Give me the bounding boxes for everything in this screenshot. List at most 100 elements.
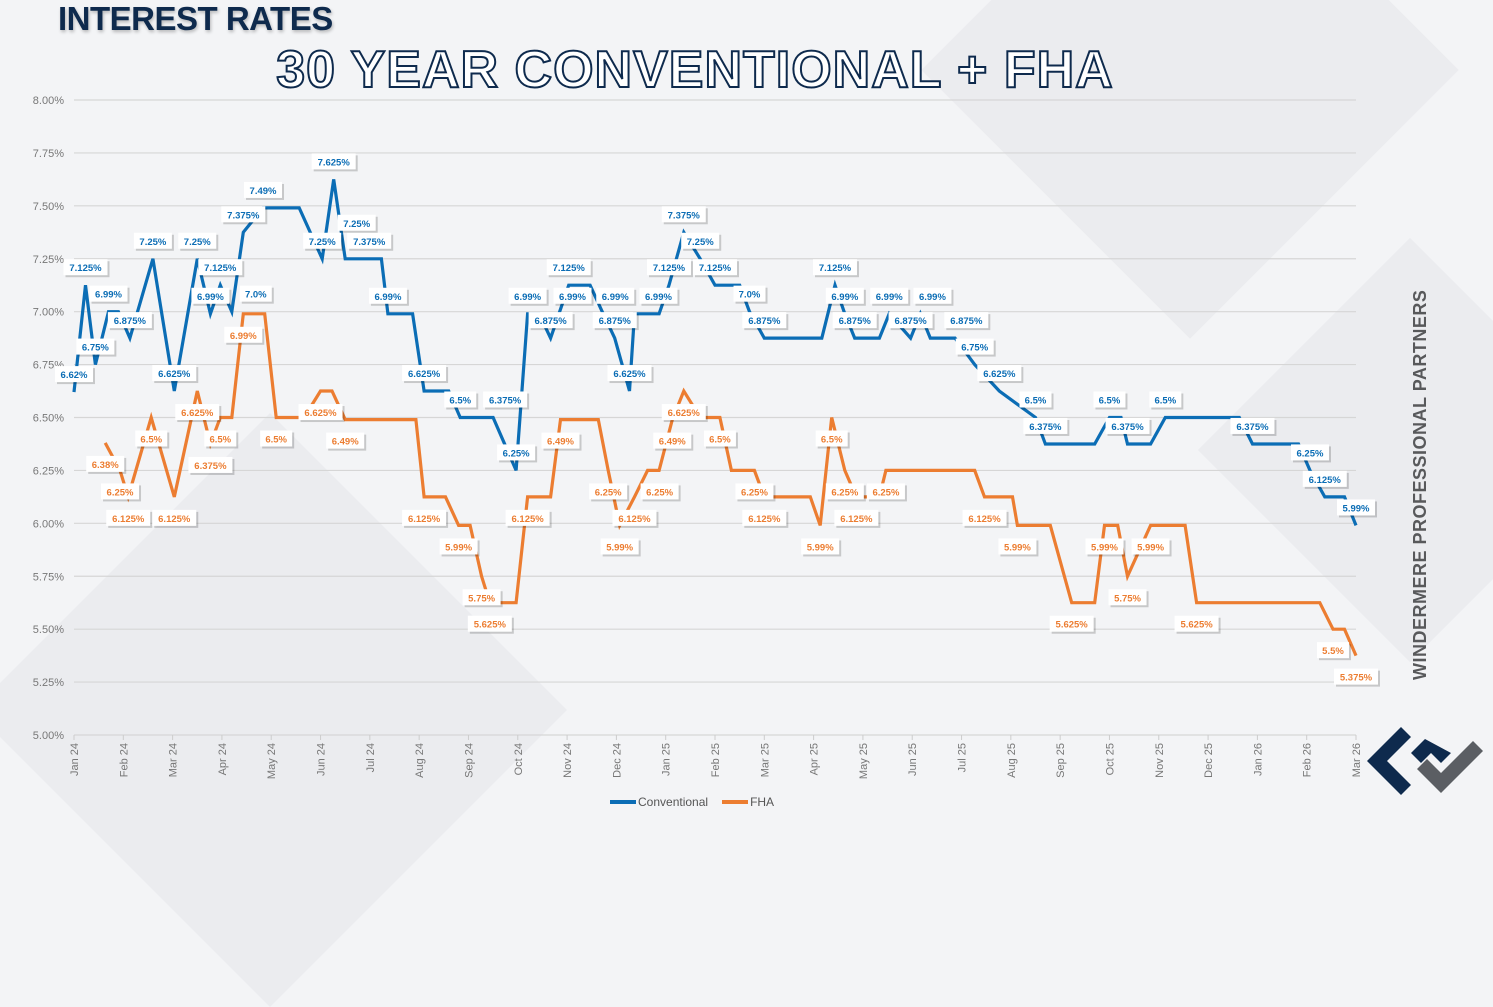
data-label-box xyxy=(402,365,447,382)
data-label-box xyxy=(661,404,706,421)
y-tick-label: 7.00% xyxy=(33,307,64,319)
data-label-box xyxy=(326,432,365,449)
data-label: 6.5% xyxy=(449,396,471,407)
data-label-box xyxy=(612,509,657,526)
data-label-box xyxy=(815,430,848,447)
data-label-box xyxy=(600,538,639,555)
data-label: 6.125% xyxy=(748,514,781,525)
data-label: 7.125% xyxy=(553,263,586,274)
x-tick-label: Dec 25 xyxy=(1203,743,1215,778)
data-label-box xyxy=(646,259,691,276)
data-label-box xyxy=(497,444,536,461)
data-label-box xyxy=(402,509,447,526)
data-label-box xyxy=(962,509,1007,526)
data-label-box xyxy=(191,287,230,304)
data-label: 7.125% xyxy=(653,263,686,274)
data-label: 6.25% xyxy=(646,487,673,498)
data-label: 6.625% xyxy=(158,369,191,380)
data-label: 6.875% xyxy=(599,316,632,327)
data-label: 6.99% xyxy=(876,292,903,303)
data-label: 6.99% xyxy=(374,292,401,303)
x-tick-label: Jan 26 xyxy=(1252,743,1264,776)
data-label-box xyxy=(221,206,266,223)
data-label: 6.875% xyxy=(535,316,568,327)
data-label: 6.5% xyxy=(821,435,843,446)
data-label: 7.375% xyxy=(668,210,701,221)
data-label: 6.5% xyxy=(1099,396,1121,407)
data-label: 7.125% xyxy=(69,263,102,274)
data-label-box xyxy=(260,430,293,447)
data-label-box xyxy=(639,287,678,304)
data-label: 7.49% xyxy=(250,186,277,197)
data-label: 7.0% xyxy=(245,290,267,301)
data-label-box xyxy=(541,432,580,449)
data-label: 6.875% xyxy=(114,316,147,327)
data-label: 6.25% xyxy=(831,487,858,498)
data-label-box xyxy=(640,483,679,500)
data-label: 6.99% xyxy=(514,292,541,303)
y-tick-label: 5.00% xyxy=(33,730,64,742)
data-label: 7.25% xyxy=(343,219,370,230)
data-label-box xyxy=(1019,391,1052,408)
data-label-box xyxy=(76,338,115,355)
data-label-box xyxy=(133,232,172,249)
data-label: 5.5% xyxy=(1322,646,1344,657)
data-label: 7.375% xyxy=(227,210,260,221)
x-tick-label: Oct 25 xyxy=(1104,743,1116,775)
data-label-box xyxy=(661,206,706,223)
data-label: 6.875% xyxy=(894,316,927,327)
data-label: 7.375% xyxy=(353,237,386,248)
data-label: 7.25% xyxy=(184,237,211,248)
data-label: 6.625% xyxy=(408,369,441,380)
x-tick-label: Aug 24 xyxy=(414,743,426,778)
data-label-box xyxy=(303,232,342,249)
x-tick-label: May 25 xyxy=(858,743,870,779)
y-tick-label: 6.00% xyxy=(33,518,64,530)
data-label-box xyxy=(944,312,989,329)
data-label: 6.625% xyxy=(668,408,701,419)
data-label: 5.99% xyxy=(1343,503,1370,514)
y-tick-label: 6.25% xyxy=(33,465,64,477)
line-chart: 8.00% 7.75% 7.50% 7.25% 7.00% 6.75% 6.50% 6.25%… xyxy=(33,95,1380,779)
data-label: 6.125% xyxy=(618,514,651,525)
data-label: 5.99% xyxy=(1004,542,1031,553)
data-label: 6.49% xyxy=(659,437,686,448)
data-label-box xyxy=(812,259,857,276)
data-label-box xyxy=(742,509,787,526)
x-tick-label: Feb 24 xyxy=(118,743,130,777)
data-label-box xyxy=(553,287,592,304)
x-tick-label: Apr 25 xyxy=(809,743,821,775)
x-tick-label: Nov 25 xyxy=(1154,743,1166,778)
data-label-box xyxy=(834,509,879,526)
legend-item-fha[interactable]: FHA xyxy=(722,795,774,809)
data-label-box xyxy=(462,589,501,606)
data-label: 5.625% xyxy=(1056,620,1089,631)
data-label: 6.99% xyxy=(230,331,257,342)
data-label: 6.375% xyxy=(194,461,227,472)
data-label-box xyxy=(742,312,787,329)
data-label: 7.25% xyxy=(139,237,166,248)
data-label: 6.25% xyxy=(595,487,622,498)
data-label-box xyxy=(955,338,994,355)
data-label: 6.99% xyxy=(602,292,629,303)
data-label: 6.99% xyxy=(197,292,224,303)
x-tick-label: Jun 25 xyxy=(907,743,919,776)
data-label-box xyxy=(1093,391,1126,408)
data-label: 6.25% xyxy=(741,487,768,498)
legend-item-conventional[interactable]: Conventional xyxy=(610,795,708,809)
data-label-box xyxy=(832,312,877,329)
legend-label: FHA xyxy=(750,795,775,809)
data-label: 6.875% xyxy=(950,316,983,327)
data-label-box xyxy=(1316,642,1349,659)
data-label-box xyxy=(866,483,905,500)
x-tick-label: Feb 25 xyxy=(710,743,722,777)
data-label-box xyxy=(998,538,1037,555)
data-label-box xyxy=(888,312,933,329)
x-tick-label: Mar 24 xyxy=(168,743,180,777)
data-label-box xyxy=(337,214,376,231)
x-tick-label: Oct 24 xyxy=(513,743,525,775)
data-label: 6.625% xyxy=(181,408,214,419)
data-label-box xyxy=(175,404,220,421)
data-label: 5.99% xyxy=(606,542,633,553)
data-label: 6.5% xyxy=(709,435,731,446)
